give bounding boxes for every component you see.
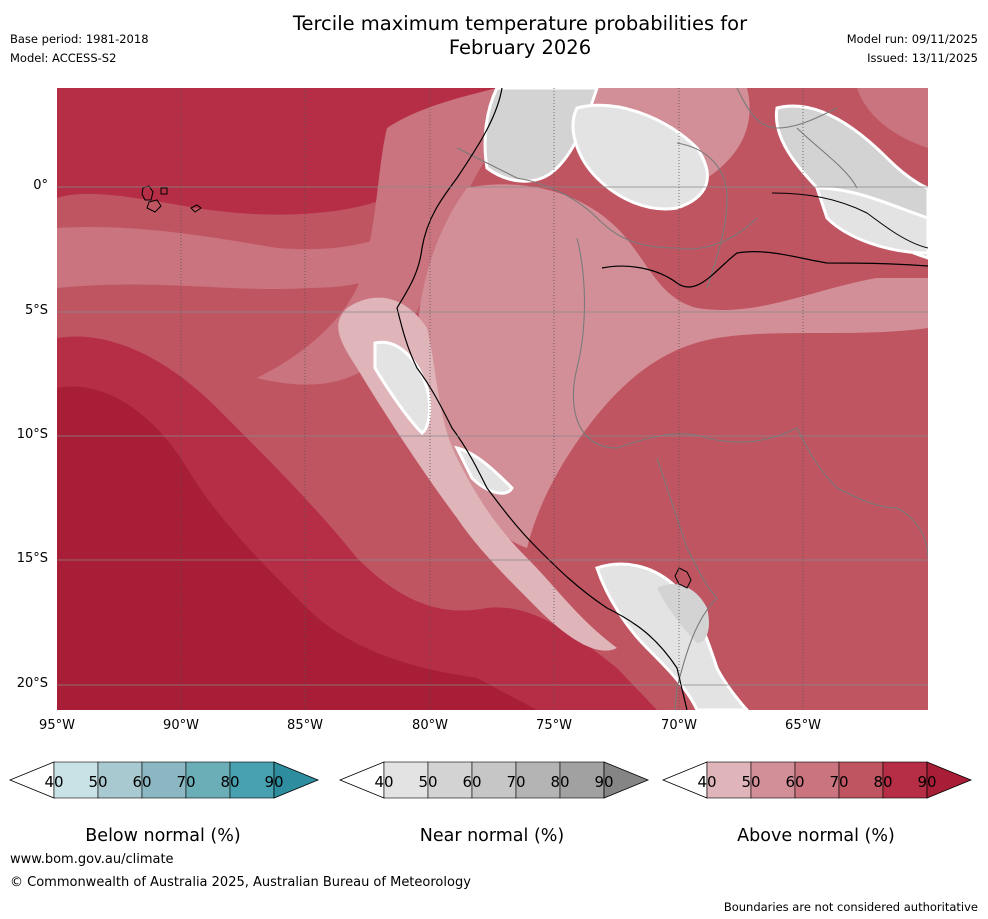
field-near-coast-2 [454, 445, 514, 495]
probability-map [57, 88, 928, 710]
colorbar-below [8, 761, 320, 799]
colorbar-near [338, 761, 650, 799]
near-colorbar-tick: 70 [506, 773, 526, 791]
legend-colorbars [8, 761, 973, 799]
above-colorbar-segment [706, 761, 752, 799]
lon-label-90w: 90°W [163, 718, 199, 733]
galapagos-islands [141, 185, 202, 213]
near-colorbar-tick: 80 [550, 773, 570, 791]
near-colorbar-segment [559, 761, 605, 799]
field-above-60-ne [857, 88, 928, 148]
below-colorbar-tick: 40 [44, 773, 64, 791]
below-colorbar-tick: 90 [264, 773, 284, 791]
field-above-60-tongue [57, 218, 437, 290]
below-colorbar-tick: 60 [132, 773, 152, 791]
lat-label-0: 0° [33, 178, 48, 193]
model-run: Model run: 09/11/2025 [846, 32, 978, 46]
map-title: Tercile maximum temperature probabilitie… [250, 12, 790, 60]
copyright: © Commonwealth of Australia 2025, Austra… [10, 875, 471, 890]
below-colorbar-segment [53, 761, 99, 799]
above-normal-label: Above normal (%) [737, 826, 895, 846]
amazon-river [601, 251, 928, 288]
above-colorbar-tick: 80 [873, 773, 893, 791]
below-normal-label: Below normal (%) [85, 826, 241, 846]
base-period: Base period: 1981-2018 [10, 32, 149, 46]
field-above-50-andes [417, 184, 928, 549]
lat-label-5s: 5°S [24, 303, 48, 318]
field-above-90-ocean [57, 386, 537, 710]
model-name: Model: ACCESS-S2 [10, 51, 117, 65]
below-colorbar-segment [97, 761, 143, 799]
lat-label-10s: 10°S [16, 427, 48, 442]
above-colorbar-tick: 90 [917, 773, 937, 791]
rio-negro [771, 192, 928, 249]
near-colorbar-max-arrow [603, 761, 650, 799]
lon-label-85w: 85°W [287, 718, 323, 733]
near-colorbar-segment [515, 761, 561, 799]
above-colorbar-tick: 60 [785, 773, 805, 791]
bom-url[interactable]: www.bom.gov.au/climate [10, 852, 174, 867]
lake-titicaca [674, 567, 692, 589]
disclaimer: Boundaries are not considered authoritat… [723, 900, 978, 914]
near-colorbar-tick: 50 [418, 773, 438, 791]
near-colorbar-tick: 90 [594, 773, 614, 791]
field-near-altiplano [595, 562, 750, 710]
above-colorbar-max-arrow [926, 761, 973, 799]
lat-label-15s: 15°S [16, 551, 48, 566]
graticule [57, 88, 928, 710]
above-colorbar-tick: 70 [829, 773, 849, 791]
near-colorbar-tick: 40 [374, 773, 394, 791]
above-colorbar-segment [882, 761, 928, 799]
below-colorbar-max-arrow [273, 761, 320, 799]
country-borders [456, 88, 928, 710]
near-colorbar-tick: 60 [462, 773, 482, 791]
near-colorbar-segment [471, 761, 517, 799]
field-above-60-coast [257, 88, 507, 385]
above-colorbar-tick: 40 [697, 773, 717, 791]
lon-label-70w: 70°W [661, 718, 697, 733]
colorbar-above [661, 761, 973, 799]
field-near-north-2 [571, 103, 709, 211]
lat-label-20s: 20°S [16, 676, 48, 691]
below-colorbar-tick: 70 [176, 773, 196, 791]
coastline [396, 88, 688, 710]
below-colorbar-tick: 50 [88, 773, 108, 791]
above-colorbar-tick: 50 [741, 773, 761, 791]
lon-label-65w: 65°W [785, 718, 821, 733]
near-colorbar-segment [427, 761, 473, 799]
lon-label-80w: 80°W [412, 718, 448, 733]
below-colorbar-segment [141, 761, 187, 799]
below-colorbar-tick: 80 [220, 773, 240, 791]
near-normal-label: Near normal (%) [419, 826, 565, 846]
lon-label-95w: 95°W [39, 718, 75, 733]
above-colorbar-segment [794, 761, 840, 799]
lon-label-75w: 75°W [536, 718, 572, 733]
title-line-1: Tercile maximum temperature probabilitie… [292, 12, 748, 35]
issued-date: Issued: 13/11/2025 [867, 51, 978, 65]
near-colorbar-segment [383, 761, 429, 799]
title-line-2: February 2026 [448, 36, 592, 59]
